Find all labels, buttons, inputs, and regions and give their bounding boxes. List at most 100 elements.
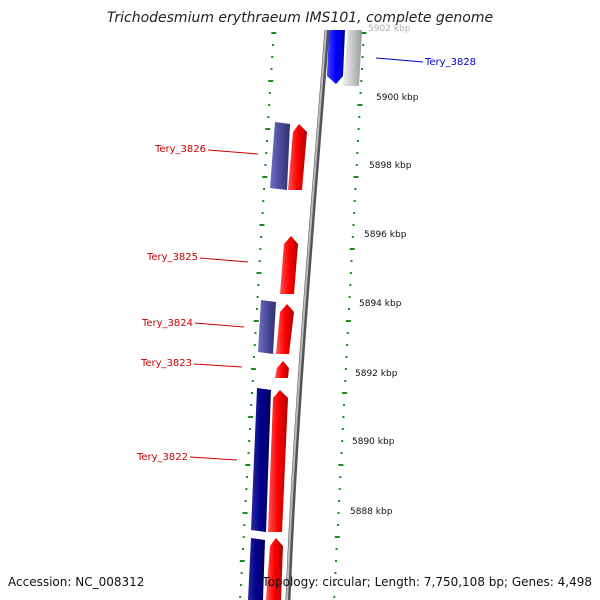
tick-label-5894: 5894 kbp [359, 299, 402, 309]
gc-dot [259, 248, 262, 250]
topology-text: Topology: circular; Length: 7,750,108 bp… [261, 575, 592, 589]
gc-dot [356, 152, 359, 154]
gc-dot [341, 440, 344, 442]
gc-dot [359, 92, 362, 94]
gene-label-tery-3825[interactable]: Tery_3825 [146, 252, 198, 263]
gene-tery-3825-forward[interactable] [280, 236, 298, 294]
gc-skew-track-right [333, 32, 367, 598]
map-title: Trichodesmium erythraeum IMS101, complet… [107, 10, 493, 26]
gc-dot [344, 380, 347, 382]
gc-dot [353, 200, 356, 202]
tick-label-5896: 5896 kbp [364, 230, 407, 240]
gc-dot [339, 476, 342, 478]
gc-dot [263, 188, 265, 190]
gc-dot [333, 596, 336, 598]
leader-line-tery-3824 [194, 322, 245, 328]
gc-dot [353, 212, 356, 214]
gc-dot [239, 584, 242, 586]
gc-dot [256, 296, 259, 298]
gc-dot [257, 284, 260, 286]
scale-labels: 5902 kbp 5900 kbp 5898 kbp 5896 kbp 5894… [350, 24, 419, 517]
genome-backbone-highlight [286, 29, 327, 600]
gc-dot [259, 224, 265, 226]
tick-label-5890: 5890 kbp [352, 437, 395, 447]
gc-dot [345, 320, 351, 322]
gene-tery-3828-reverse[interactable] [327, 30, 345, 84]
gc-dot [334, 536, 340, 538]
gene-tery-3826-cds[interactable] [270, 122, 290, 190]
gc-dot [267, 116, 270, 118]
leader-line-tery-3828 [375, 57, 424, 63]
gc-dot [254, 332, 257, 334]
gene-label-tery-3824[interactable]: Tery_3824 [141, 318, 193, 329]
gc-dot [253, 344, 256, 346]
gene-label-tery-3822[interactable]: Tery_3822 [136, 452, 188, 463]
tick-label-5898: 5898 kbp [369, 161, 412, 171]
gc-dot [336, 524, 339, 526]
gc-dot [258, 260, 261, 262]
gc-dot [251, 392, 253, 394]
gc-dot [362, 44, 365, 46]
gc-dot [342, 416, 345, 418]
gc-dot [250, 368, 256, 370]
gc-dot [246, 476, 249, 478]
gc-dot [348, 308, 350, 310]
gene-tery-3823-forward[interactable] [275, 361, 289, 378]
gc-dot [253, 320, 259, 322]
gc-skew-track-left [239, 32, 277, 598]
gc-dot [338, 500, 341, 502]
gene-next-forward[interactable] [266, 538, 283, 600]
gc-dot [361, 32, 367, 34]
gc-dot [262, 176, 268, 178]
gc-dot [333, 584, 336, 586]
gene-label-tery-3826[interactable]: Tery_3826 [154, 144, 206, 155]
gc-dot [272, 44, 274, 46]
gene-tery-3822-cds-upper[interactable] [251, 388, 271, 532]
gc-dot [265, 128, 271, 130]
gene-tery-3824-forward[interactable] [276, 304, 294, 354]
gene-label-tery-3828[interactable]: Tery_3828 [424, 57, 476, 68]
gc-dot [360, 80, 363, 82]
leader-line-tery-3826 [207, 149, 259, 155]
gene-label-tery-3823[interactable]: Tery_3823 [140, 358, 192, 369]
gc-dot [340, 452, 343, 454]
gc-dot [361, 56, 364, 58]
gc-dot [352, 224, 355, 226]
gc-dot [357, 104, 363, 106]
leader-line-tery-3825 [199, 257, 249, 263]
gc-dot [262, 200, 265, 202]
gc-dot [351, 236, 354, 238]
gc-dot [350, 260, 353, 262]
gc-dot [268, 104, 271, 106]
gene-tery-3822-cds-lower[interactable] [248, 538, 265, 600]
gc-dot [247, 452, 250, 454]
gene-tery-3822-forward[interactable] [268, 390, 288, 532]
gc-dot [271, 32, 277, 34]
leader-line-tery-3823 [193, 363, 243, 368]
gc-dot [337, 512, 340, 514]
gc-dot [255, 308, 258, 310]
gc-dot [243, 524, 246, 526]
gene-tery-3824-cds[interactable] [258, 300, 276, 354]
gc-dot [353, 176, 359, 178]
gene-tery-3826-forward[interactable] [288, 124, 307, 190]
gene-tery-3828-gray[interactable] [343, 30, 362, 86]
gc-dot [250, 404, 253, 406]
gc-dot [248, 428, 251, 430]
gc-dot [239, 596, 242, 598]
gc-dot [256, 272, 262, 274]
gc-dot [266, 140, 268, 142]
gc-dot [345, 356, 348, 358]
gc-dot [344, 368, 347, 370]
gc-dot [240, 572, 243, 574]
gc-dot [357, 128, 360, 130]
gc-dot [357, 140, 359, 142]
gc-dot [245, 464, 251, 466]
gc-dot [335, 560, 337, 562]
gc-dot [251, 380, 254, 382]
tick-label-5892: 5892 kbp [355, 369, 398, 379]
gc-dot [334, 572, 337, 574]
gc-dot [341, 428, 344, 430]
gc-dot [261, 212, 264, 214]
gc-dot [242, 536, 245, 538]
